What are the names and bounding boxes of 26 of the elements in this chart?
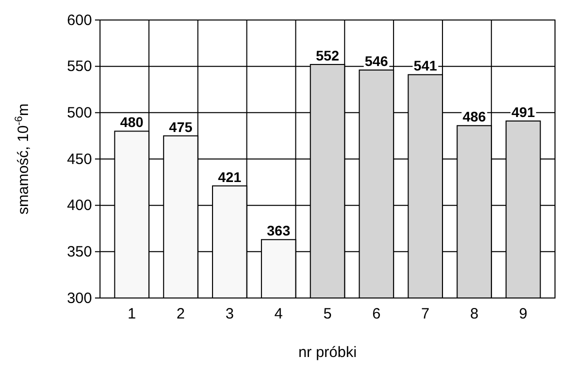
x-tick-label: 8 — [470, 306, 478, 323]
x-axis-title: nr próbki — [298, 344, 357, 361]
data-label: 480 — [120, 114, 144, 130]
x-tick-label: 7 — [421, 306, 430, 323]
y-tick-label: 350 — [66, 243, 92, 260]
x-tick-label: 6 — [372, 306, 381, 323]
data-label: 363 — [266, 222, 290, 239]
x-tick-label: 4 — [274, 306, 283, 323]
y-tick-label: 550 — [66, 58, 92, 76]
y-tick-label: 500 — [66, 104, 92, 122]
data-label: 552 — [316, 47, 340, 64]
x-tick-label: 2 — [176, 306, 185, 323]
data-label: 486 — [462, 108, 486, 125]
y-tick-label: 600 — [66, 12, 92, 29]
y-tick-label: 400 — [66, 197, 92, 214]
x-tick-label: 5 — [323, 306, 332, 323]
y-tick-label: 300 — [66, 290, 92, 307]
x-tick-label: 1 — [128, 306, 136, 323]
y-tick-label: 450 — [66, 150, 92, 168]
data-label: 541 — [414, 58, 438, 74]
data-label: 491 — [512, 104, 536, 120]
data-label: 421 — [218, 168, 242, 185]
x-tick-label: 9 — [519, 306, 528, 323]
x-tick-label: 3 — [225, 306, 234, 323]
data-label: 546 — [364, 53, 388, 70]
data-label: 475 — [169, 118, 193, 135]
